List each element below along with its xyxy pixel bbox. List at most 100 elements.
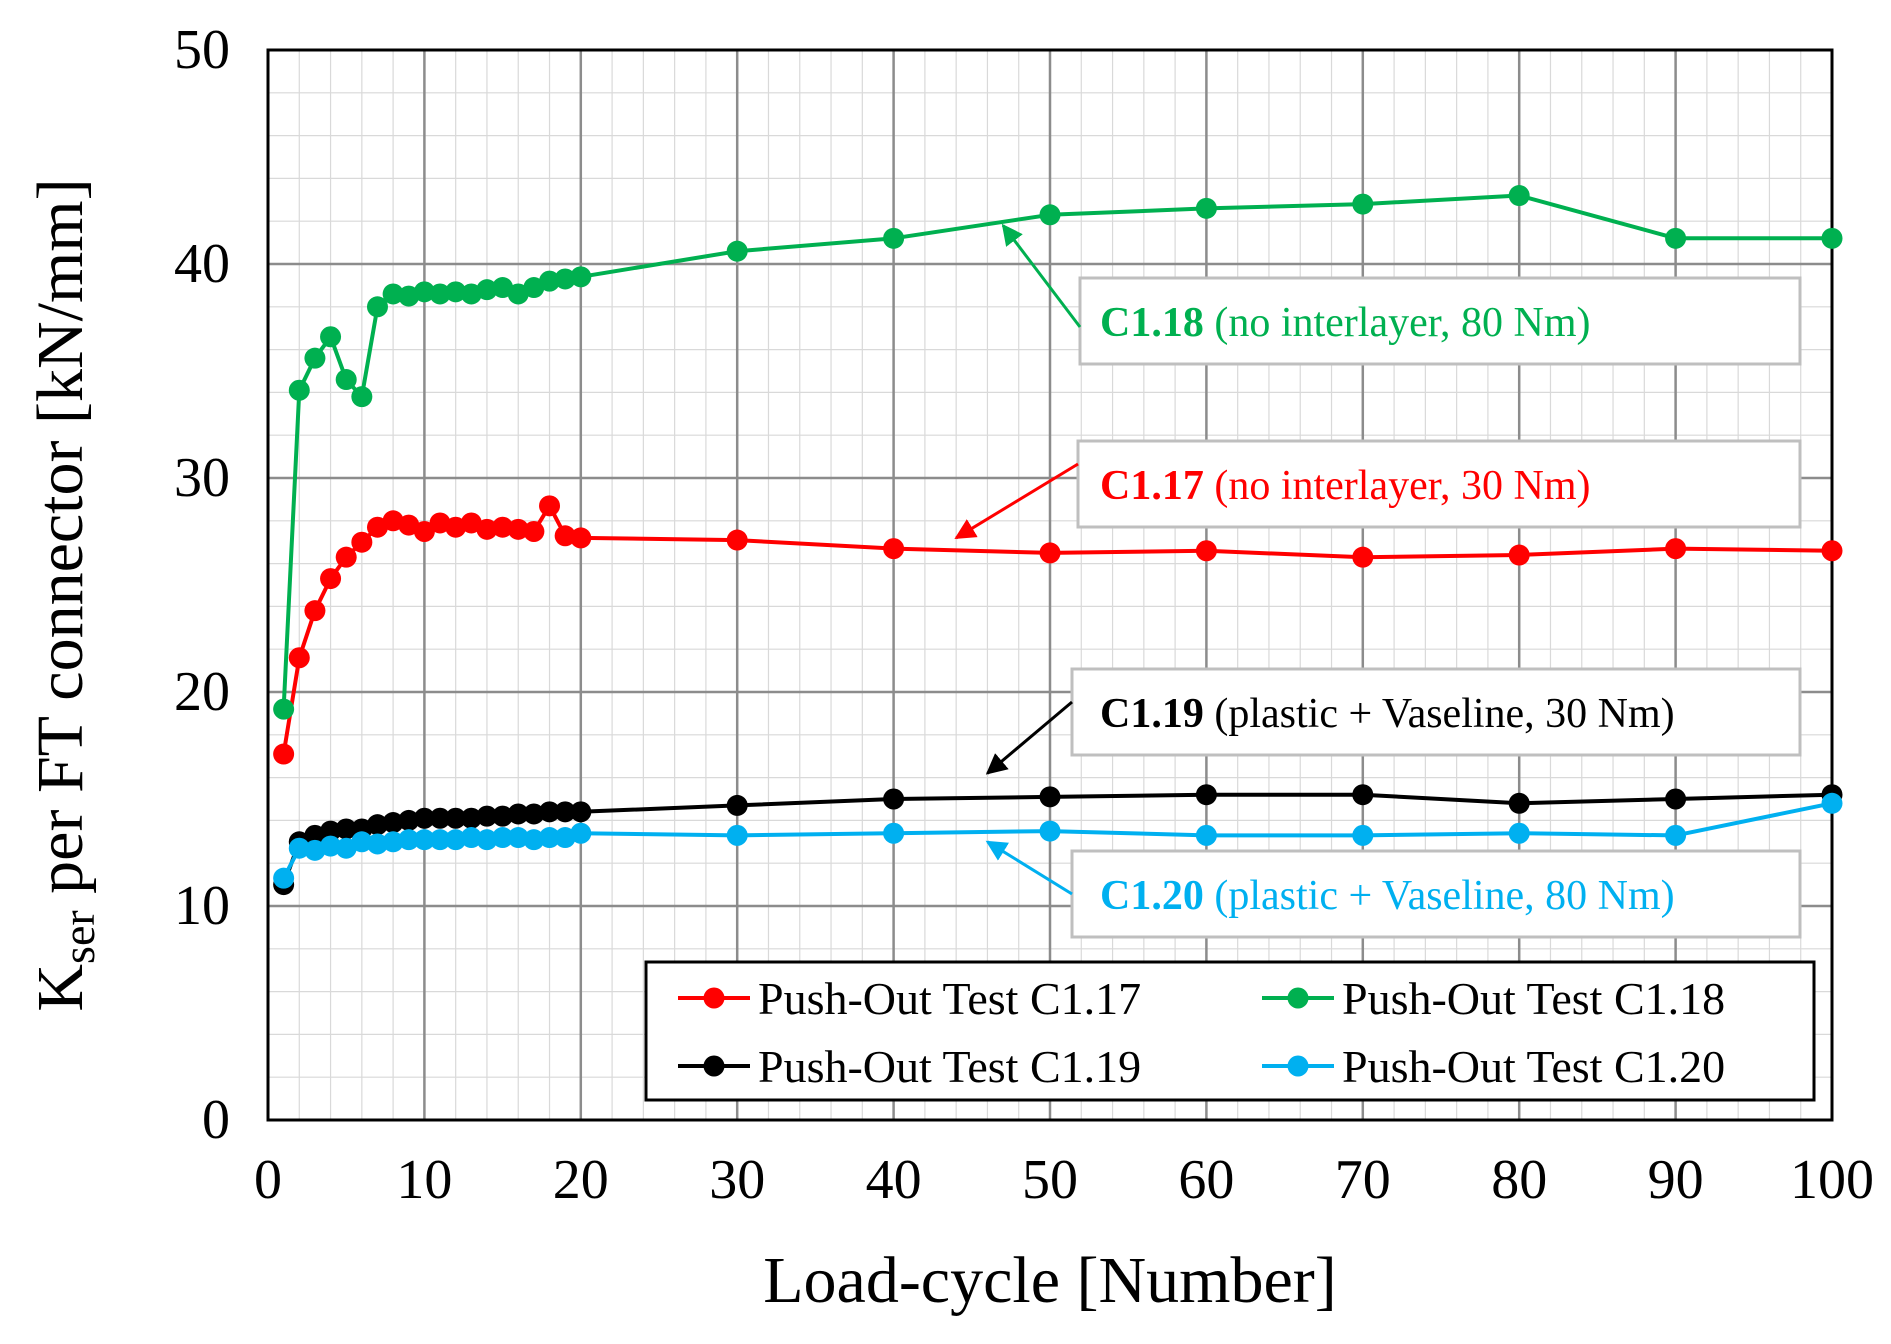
data-point xyxy=(351,531,373,553)
data-point xyxy=(413,521,435,542)
annotation-box xyxy=(1078,276,1802,366)
annotation-c1-20: C1.20 (plastic + Vaseline, 80 Nm) xyxy=(985,840,1802,939)
data-point xyxy=(398,829,420,851)
data-point xyxy=(507,518,529,540)
data-point xyxy=(1821,540,1843,562)
data-point xyxy=(1508,822,1530,844)
data-point xyxy=(1352,546,1374,568)
annotation-label-rest: (plastic + Vaseline, 30 Nm) xyxy=(1204,691,1675,737)
data-point xyxy=(413,829,435,851)
data-point xyxy=(288,647,310,669)
data-point xyxy=(726,794,748,816)
x-tick-label: 50 xyxy=(1022,1149,1078,1211)
data-point xyxy=(539,827,561,849)
legend-marker xyxy=(703,987,725,1009)
annotation-box xyxy=(1076,439,1802,529)
data-point xyxy=(883,788,905,810)
annotation-label-rest: (plastic + Vaseline, 80 Nm) xyxy=(1204,873,1675,919)
data-point xyxy=(883,227,905,249)
data-point xyxy=(523,829,545,851)
data-point xyxy=(1352,193,1374,215)
y-axis-title-main: K xyxy=(24,964,97,1012)
axes xyxy=(266,48,1834,1122)
data-point xyxy=(1039,542,1061,564)
annotation-label: C1.19 (plastic + Vaseline, 30 Nm) xyxy=(1100,691,1675,737)
data-point xyxy=(460,807,482,829)
legend-entry: Push-Out Test C1.20 xyxy=(1262,1041,1725,1092)
data-point xyxy=(507,803,529,825)
data-point xyxy=(445,829,467,851)
data-point xyxy=(539,801,561,823)
annotation-label-bold: C1.20 xyxy=(1100,873,1204,919)
data-point xyxy=(570,266,592,288)
data-point xyxy=(351,386,373,408)
data-point xyxy=(554,801,576,823)
y-axis-title-sub: ser xyxy=(53,910,104,964)
data-point xyxy=(320,568,342,590)
annotation-label: C1.18 (no interlayer, 80 Nm) xyxy=(1100,300,1591,346)
legend-entry: Push-Out Test C1.17 xyxy=(678,973,1141,1024)
data-point xyxy=(554,525,576,547)
annotation-label-bold: C1.18 xyxy=(1100,300,1204,346)
data-point xyxy=(320,820,342,842)
data-point xyxy=(1195,824,1217,846)
data-point xyxy=(883,538,905,560)
data-point xyxy=(1039,786,1061,808)
data-point xyxy=(539,495,561,517)
data-point xyxy=(366,833,388,855)
annotation-arrow xyxy=(954,462,1079,540)
x-tick-label: 80 xyxy=(1491,1149,1547,1211)
data-point xyxy=(320,835,342,857)
data-point xyxy=(476,279,498,301)
data-point xyxy=(304,347,326,369)
y-tick-label: 10 xyxy=(174,875,230,937)
data-point xyxy=(1821,227,1843,249)
data-point xyxy=(507,827,529,849)
y-axis-title: Kser per FT connector [kN/mm] xyxy=(24,178,104,1011)
annotation-c1-18: C1.18 (no interlayer, 80 Nm) xyxy=(1001,223,1802,366)
legend-entry: Push-Out Test C1.19 xyxy=(678,1041,1141,1092)
data-point xyxy=(1508,792,1530,814)
data-point xyxy=(273,743,295,765)
data-point xyxy=(413,807,435,829)
data-point xyxy=(1821,792,1843,814)
x-tick-label: 100 xyxy=(1790,1149,1874,1211)
x-axis-title: Load-cycle [Number] xyxy=(763,1244,1337,1317)
data-point xyxy=(1352,824,1374,846)
x-tick-label: 30 xyxy=(709,1149,765,1211)
data-point xyxy=(429,829,451,851)
legend-marker xyxy=(703,1055,725,1077)
data-point xyxy=(1665,227,1687,249)
annotation-label-rest: (no interlayer, 30 Nm) xyxy=(1204,463,1591,509)
data-point xyxy=(883,822,905,844)
data-point xyxy=(570,822,592,844)
data-point xyxy=(1195,784,1217,806)
annotation-label: C1.17 (no interlayer, 30 Nm) xyxy=(1100,463,1591,509)
data-point xyxy=(273,698,295,720)
x-tick-label: 0 xyxy=(254,1149,282,1211)
x-tick-label: 60 xyxy=(1178,1149,1234,1211)
x-tick-label: 40 xyxy=(866,1149,922,1211)
data-point xyxy=(445,281,467,303)
data-point xyxy=(492,827,514,849)
legend-box xyxy=(644,960,1816,1102)
data-point xyxy=(351,831,373,853)
data-point xyxy=(726,529,748,551)
x-tick-label: 70 xyxy=(1335,1149,1391,1211)
data-point xyxy=(1195,540,1217,562)
data-point xyxy=(726,240,748,262)
data-point xyxy=(366,814,388,836)
data-point xyxy=(398,809,420,831)
annotation-box xyxy=(1070,849,1802,939)
y-tick-labels: 0 10 20 30 40 50 xyxy=(174,19,230,1151)
data-point xyxy=(726,824,748,846)
annotations: C1.18 (no interlayer, 80 Nm) C1.17 (no in… xyxy=(954,223,1802,939)
data-series xyxy=(273,185,1843,896)
legend-label: Push-Out Test C1.19 xyxy=(758,1041,1141,1092)
data-point xyxy=(523,521,545,542)
legend: Push-Out Test C1.17 Push-Out Test C1.18 Pu… xyxy=(644,960,1816,1102)
data-point xyxy=(570,801,592,823)
annotation-box xyxy=(1070,667,1802,757)
x-tick-label: 20 xyxy=(553,1149,609,1211)
data-point xyxy=(476,518,498,540)
